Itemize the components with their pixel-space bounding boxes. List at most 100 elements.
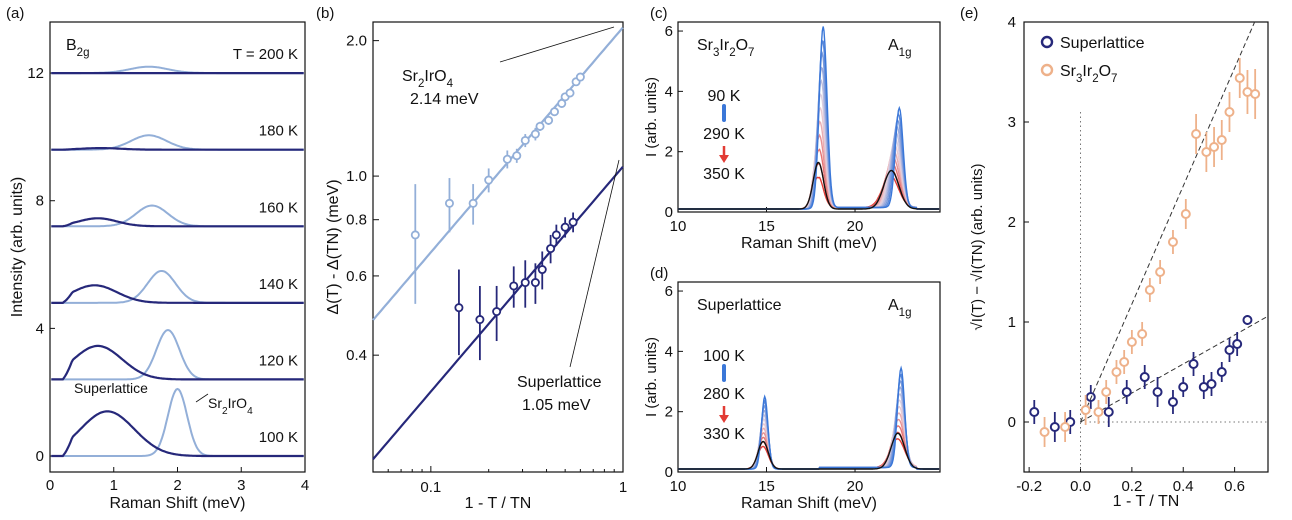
temperature-label: T = 200 K — [233, 46, 298, 63]
y-tick-label: 2 — [1008, 214, 1016, 231]
x-tick-label: 15 — [758, 478, 775, 495]
x-tick-label: 20 — [847, 478, 864, 495]
data-point — [577, 73, 584, 80]
panel-letter: (e) — [960, 5, 978, 22]
legend-label-sr3ir2o7: Sr3Ir2O7 — [1060, 63, 1117, 85]
data-point — [1120, 358, 1128, 366]
y-tick-label: 4 — [665, 83, 673, 100]
superlattice-label: Superlattice — [517, 374, 602, 391]
data-point — [547, 245, 554, 252]
plot-frame — [50, 22, 305, 472]
panel-letter: (a) — [6, 5, 24, 22]
data-point — [570, 219, 577, 226]
y-tick-label: 0 — [1008, 414, 1016, 431]
data-point — [510, 282, 517, 289]
panel-d: (d) 10 15 20 0 2 4 6 Raman Shift (meV) I (arb. un… — [643, 265, 940, 512]
sample-label: Superlattice — [697, 297, 782, 314]
y-axis-label: I (arb. units) — [643, 77, 660, 157]
y-tick-label: 2 — [665, 144, 673, 161]
y-axis-label: √I(T) − √I(TN) (arb. units) — [969, 164, 986, 331]
x-axis-label: 1 - T / TN — [465, 495, 532, 512]
x-tick-label: 20 — [847, 218, 864, 235]
data-point — [1030, 408, 1038, 416]
mid-temp-label: 280 K — [703, 386, 745, 403]
x-axis-label: Raman Shift (meV) — [109, 495, 245, 512]
data-point — [532, 130, 539, 137]
sr3ir2o7-fit-line — [1081, 22, 1255, 422]
y-tick-label: 3 — [1008, 114, 1016, 131]
x-tick-label: 1 — [619, 479, 627, 496]
panel-e: (e) -0.2 0.0 0.2 0.4 0.6 0 1 2 3 4 1 - T / TN √I(T) … — [960, 5, 1268, 510]
y-tick-label: 0 — [665, 464, 673, 481]
symmetry-label: B2g — [66, 37, 89, 59]
high-temp-label: 330 K — [703, 426, 745, 443]
x-tick-label: 15 — [758, 218, 775, 235]
y-tick-label: 8 — [36, 193, 44, 210]
y-tick-label: 12 — [27, 65, 44, 82]
data-point — [1218, 136, 1226, 144]
y-axis-label: Intensity (arb. units) — [9, 177, 26, 318]
temperature-label: 120 K — [259, 352, 298, 369]
panel-letter: (b) — [316, 5, 334, 22]
legend-label-superlattice: Superlattice — [1060, 35, 1145, 52]
data-point — [1041, 428, 1049, 436]
sr2iro4-label: Sr2IrO4 — [208, 395, 253, 417]
mode-label: A1g — [888, 297, 911, 319]
data-point — [1112, 368, 1120, 376]
data-point — [551, 108, 558, 115]
data-point — [470, 200, 477, 207]
y-tick-label: 2.0 — [346, 33, 367, 50]
data-point — [566, 89, 573, 96]
temperature-label: 160 K — [259, 199, 298, 216]
sr2iro4-gap-label: 2.14 meV — [410, 91, 479, 108]
x-tick-label: 0.1 — [420, 479, 441, 496]
data-point — [1102, 388, 1110, 396]
data-point — [1138, 330, 1146, 338]
data-point — [1169, 398, 1177, 406]
annotation-line — [196, 394, 208, 402]
x-tick-label: 4 — [301, 477, 309, 494]
data-point — [1128, 338, 1136, 346]
mode-label: A1g — [888, 37, 911, 59]
data-point — [1225, 108, 1233, 116]
arrow-head — [719, 415, 729, 423]
x-tick-label: -0.2 — [1016, 478, 1042, 495]
y-tick-label: 4 — [36, 320, 44, 337]
data-point — [1051, 423, 1059, 431]
legend-marker-sr3ir2o7 — [1042, 65, 1052, 75]
sr2iro4-label: Sr2IrO4 — [402, 68, 454, 90]
data-point — [545, 117, 552, 124]
x-axis-label: Raman Shift (meV) — [741, 235, 877, 252]
y-tick-label: 6 — [665, 23, 673, 40]
data-point — [1141, 373, 1149, 381]
sample-label: Sr3Ir2O7 — [697, 37, 754, 59]
data-point — [1207, 380, 1215, 388]
data-point — [1236, 74, 1244, 82]
superlattice-gap-label: 1.05 meV — [522, 397, 591, 414]
x-tick-label: 0 — [46, 477, 54, 494]
panel-a: (a)0 1 2 3 404812Raman Shift (meV)Intensity … — [6, 5, 309, 512]
plot-frame — [1024, 22, 1268, 472]
y-axis-label: Δ(T) - Δ(TN) (meV) — [325, 179, 342, 314]
x-tick-label: 3 — [237, 477, 245, 494]
y-tick-label: 4 — [665, 343, 673, 360]
data-point — [1218, 368, 1226, 376]
y-tick-label: 0.8 — [346, 212, 367, 229]
data-point — [1202, 148, 1210, 156]
y-tick-label: 2 — [665, 404, 673, 421]
high-temp-label: 350 K — [703, 166, 745, 183]
data-point — [1251, 90, 1259, 98]
superlattice-label: Superlattice — [74, 380, 148, 396]
annotation-line — [570, 160, 619, 367]
data-point — [1087, 393, 1095, 401]
data-point — [1190, 360, 1198, 368]
data-point — [522, 279, 529, 286]
y-tick-label: 0 — [665, 204, 673, 221]
x-tick-label: 2 — [173, 477, 181, 494]
data-point — [493, 308, 500, 315]
data-point — [1169, 238, 1177, 246]
data-point — [1105, 408, 1113, 416]
y-tick-label: 4 — [1008, 14, 1016, 31]
x-axis-label: Raman Shift (meV) — [741, 495, 877, 512]
data-point — [504, 156, 511, 163]
